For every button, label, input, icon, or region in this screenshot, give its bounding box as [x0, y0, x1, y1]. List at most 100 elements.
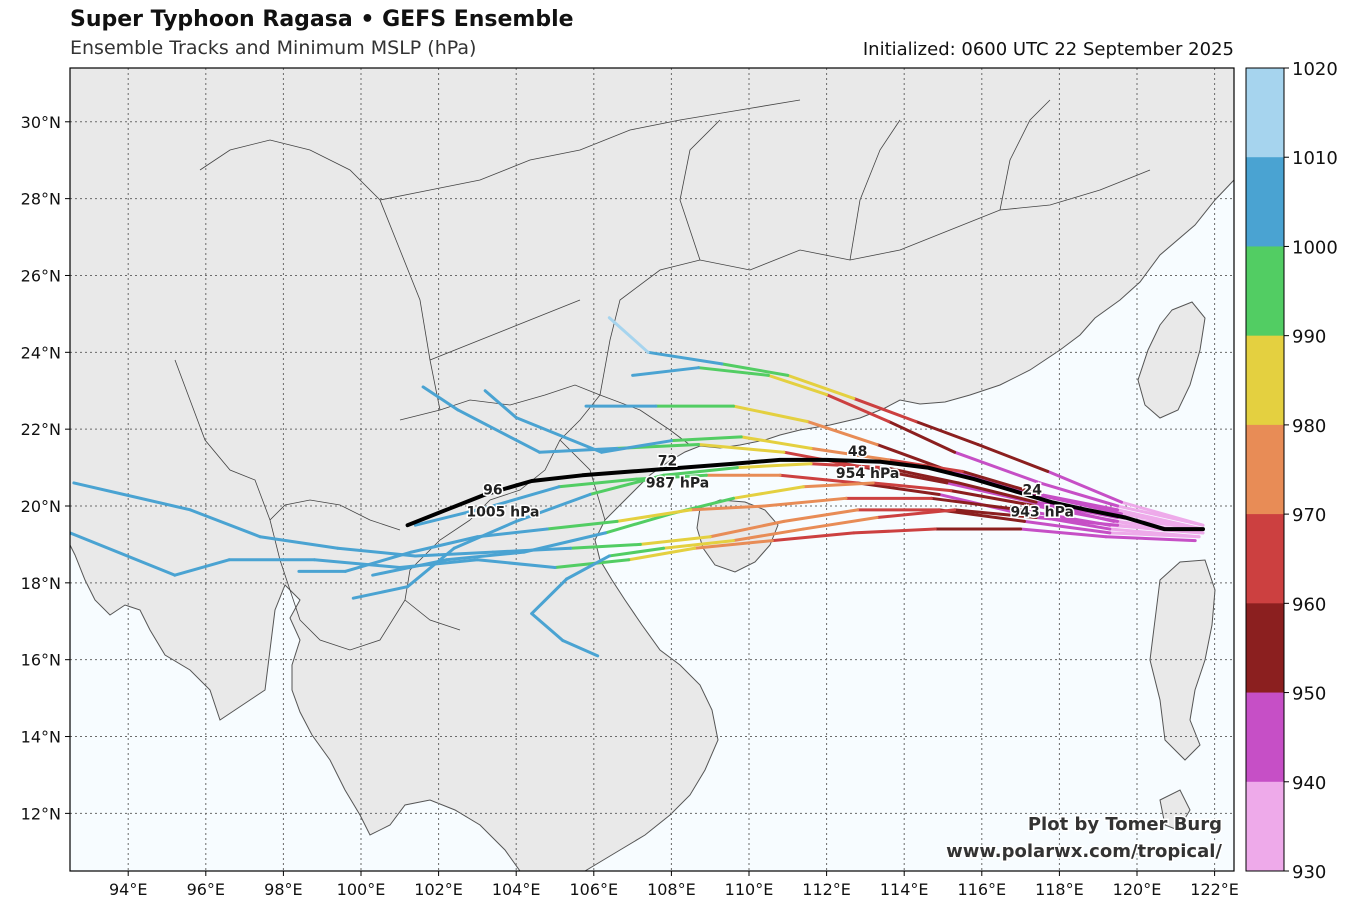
- border-lines: [174, 99, 1151, 651]
- lat-tick-label: 16°N: [21, 651, 61, 670]
- track-segment: [1034, 504, 1120, 523]
- track-segment: [953, 508, 1038, 520]
- colorbar-frame: [1245, 67, 1285, 872]
- track-segment: [883, 466, 961, 485]
- track-segment: [312, 558, 402, 569]
- track-segment: [1116, 508, 1205, 531]
- colorbar-label: 960: [1292, 594, 1326, 615]
- credit-url: www.polarwx.com/tropical/: [946, 841, 1222, 862]
- track-segment: [805, 419, 879, 447]
- colorbar-label: 980: [1292, 416, 1326, 437]
- track-segment: [949, 489, 1038, 508]
- track-segment: [456, 408, 541, 454]
- track-segment: [809, 446, 891, 462]
- track-segment: [514, 492, 592, 523]
- lon-tick-label: 112°E: [802, 880, 851, 899]
- mean-hour-label: 48: [848, 444, 867, 460]
- track-segment: [960, 469, 1042, 496]
- lat-tick-label: 14°N: [21, 728, 61, 747]
- track-segment: [343, 550, 413, 573]
- track-segment: [1119, 500, 1205, 527]
- colorbar-label: 1000: [1292, 237, 1338, 258]
- lat-tick-label: 26°N: [21, 266, 61, 285]
- track-segment: [1108, 531, 1201, 539]
- track-segment: [406, 546, 456, 589]
- track-segment: [739, 435, 813, 450]
- colorbar-label: 990: [1292, 327, 1326, 348]
- lon-tick-label: 94°E: [109, 880, 147, 899]
- mean-pressure-label: 987 hPa: [646, 476, 709, 492]
- track-segment: [491, 485, 561, 508]
- track-segment: [475, 558, 557, 569]
- track-segment: [697, 366, 770, 377]
- track-segment: [852, 527, 937, 535]
- track-segment: [786, 373, 856, 400]
- track-segment: [782, 508, 860, 523]
- mean-pressure-label: 943 hPa: [1011, 504, 1074, 520]
- land-layer: 24 943 hPa 48 954 hPa 72 987 hPa 96 1005 hPa: [70, 68, 1234, 871]
- track-segment: [770, 531, 856, 543]
- track-segment: [871, 481, 953, 493]
- track-segment: [929, 496, 1023, 512]
- colorbar-label: 1020: [1292, 59, 1338, 80]
- track-segment: [662, 539, 735, 550]
- lon-tick-label: 108°E: [647, 880, 696, 899]
- track-segment: [662, 466, 739, 477]
- track-segment: [763, 496, 848, 508]
- ensemble-member-track: [297, 496, 1201, 573]
- colorbar-bin: [1246, 692, 1284, 783]
- track-segment: [530, 577, 569, 616]
- lat-tick-label: 20°N: [21, 497, 61, 516]
- track-segment: [937, 508, 1026, 523]
- init-time: Initialized: 0600 UTC 22 September 2025: [862, 39, 1234, 60]
- lat-tick-label: 22°N: [21, 420, 61, 439]
- track-segment: [1034, 516, 1120, 527]
- track-segment: [1022, 519, 1112, 535]
- track-segment: [351, 585, 410, 600]
- colorbar-bin: [1246, 781, 1284, 872]
- lon-tick-label: 118°E: [1035, 880, 1084, 899]
- colorbar-bin: [1246, 424, 1284, 515]
- lon-tick-label: 98°E: [264, 880, 302, 899]
- ensemble-mean-track: [405, 457, 1205, 532]
- track-segment: [638, 535, 712, 546]
- map-title: Super Typhoon Ragasa • GEFS Ensemble: [70, 7, 574, 32]
- track-segment: [976, 443, 1050, 473]
- lon-tick-label: 122°E: [1190, 880, 1239, 899]
- lat-tick-label: 30°N: [21, 113, 61, 132]
- lat-tick-label: 18°N: [21, 574, 61, 593]
- lat-tick-label: 28°N: [21, 190, 61, 209]
- colorbar-label: 940: [1292, 773, 1326, 794]
- track-segment: [530, 612, 565, 642]
- lon-tick-label: 120°E: [1113, 880, 1162, 899]
- track-segment: [669, 435, 743, 443]
- track-segment: [1046, 469, 1123, 504]
- track-segment: [557, 477, 638, 489]
- map-subtitle: Ensemble Tracks and Minimum MSLP (hPa): [70, 37, 477, 59]
- lon-tick-label: 110°E: [725, 880, 774, 899]
- track-segment: [475, 527, 549, 539]
- track-segment: [258, 535, 340, 550]
- track-segment: [537, 446, 619, 454]
- mindoro-island: [1159, 789, 1191, 831]
- track-segment: [483, 389, 518, 420]
- track-segment: [1019, 527, 1108, 539]
- track-segment: [646, 350, 724, 366]
- lon-tick-label: 116°E: [957, 880, 1006, 899]
- track-segment: [413, 550, 495, 558]
- taiwan-island: [1137, 301, 1206, 419]
- lon-tick-label: 104°E: [492, 880, 541, 899]
- mean-pressure-label: 954 hPa: [836, 466, 899, 482]
- track-segment: [731, 485, 805, 500]
- lon-tick-label: 96°E: [187, 880, 225, 899]
- track-segment: [188, 508, 262, 539]
- colorbar-bin: [1246, 157, 1284, 247]
- track-segment: [856, 481, 941, 496]
- track-segment: [413, 504, 495, 527]
- pressure-colorbar: 1020 1010 1000 990 980 970 960 950 940 930: [1245, 59, 1338, 883]
- colorbar-label: 950: [1292, 684, 1326, 705]
- track-segment: [720, 362, 790, 377]
- map-frame: [69, 67, 1235, 872]
- lon-tick-label: 106°E: [569, 880, 618, 899]
- colorbar-bin: [1246, 246, 1284, 337]
